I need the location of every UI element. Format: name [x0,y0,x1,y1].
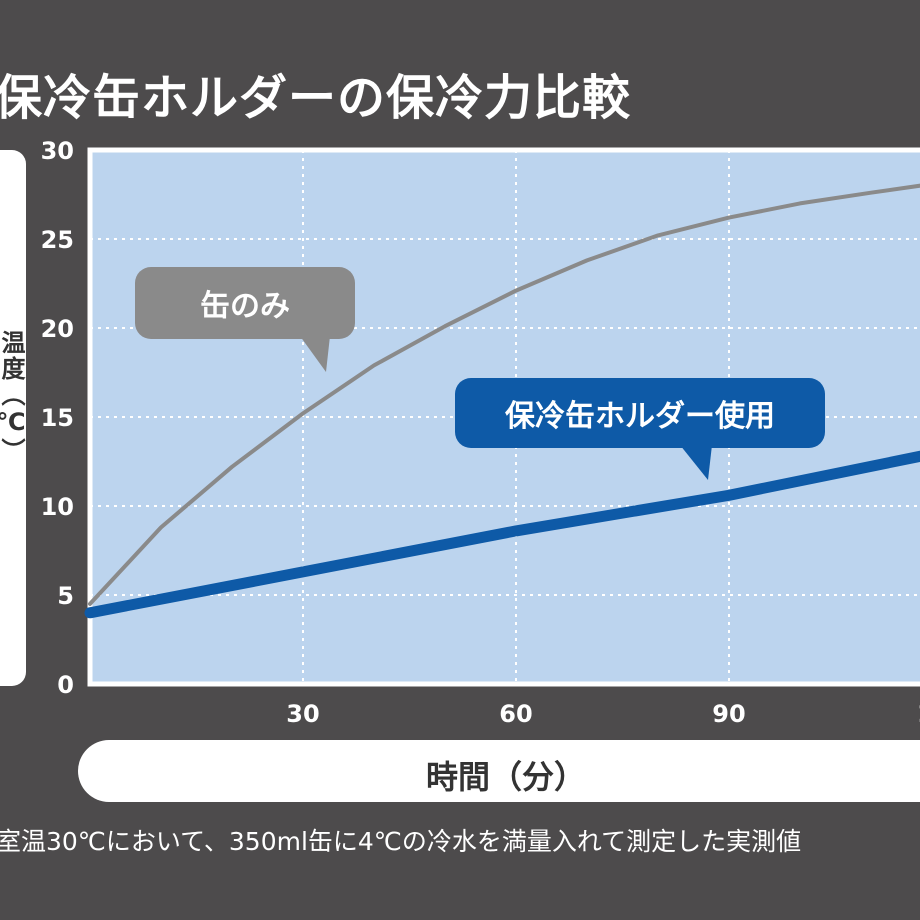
x-axis-label-box [78,740,920,802]
y-tick-label: 15 [41,404,74,432]
x-axis-label: 時間（分） [426,758,587,796]
callout-can-only: 缶のみ [135,267,355,372]
series-label-can-only: 缶のみ [200,289,290,324]
x-tick-label: 120 [917,700,920,728]
y-tick-labels: 0 5 10 15 20 25 30 [41,137,74,699]
x-tick-label: 30 [286,700,319,728]
series-lines [84,183,920,619]
y-axis-label: 温度（℃） [0,330,25,464]
x-tick-label: 90 [712,700,745,728]
footnote: 室温30℃において、350ml缶に4℃の冷水を満量入れて測定した実測値 [0,827,802,856]
y-tick-label: 0 [57,671,74,699]
x-tick-labels: 30 60 90 120 [286,700,920,728]
series-line-can-only [88,183,920,606]
y-tick-label: 20 [41,315,74,343]
chart-title: 保冷缶ホルダーの保冷力比較 [0,70,632,126]
y-tick-label: 10 [41,493,74,521]
series-line-holder [84,450,920,619]
callout-holder: 保冷缶ホルダー使用 [455,378,825,480]
y-axis-label-box [0,150,26,686]
x-tick-label: 60 [499,700,532,728]
y-tick-label: 30 [41,137,74,165]
series-label-holder: 保冷缶ホルダー使用 [505,399,775,434]
y-tick-label: 5 [57,582,74,610]
y-tick-label: 25 [41,226,74,254]
